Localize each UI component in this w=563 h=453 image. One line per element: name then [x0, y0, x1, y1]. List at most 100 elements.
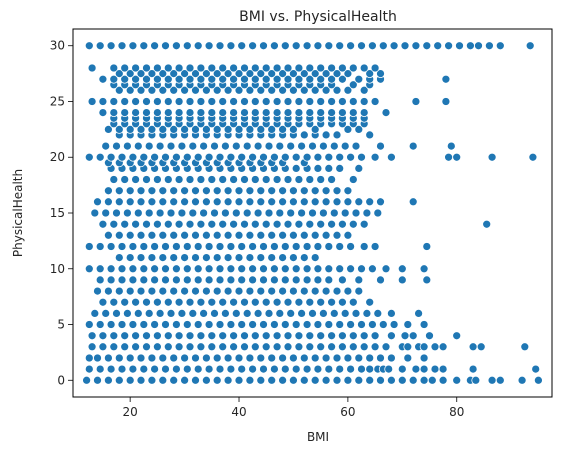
data-point	[212, 286, 222, 296]
data-point	[250, 63, 260, 73]
data-point	[174, 97, 184, 106]
data-point	[180, 353, 189, 363]
data-point	[207, 342, 217, 352]
data-point	[351, 208, 361, 218]
data-point	[256, 69, 266, 78]
data-point	[313, 242, 323, 251]
data-point	[332, 197, 342, 207]
data-point	[305, 97, 315, 106]
data-point	[180, 253, 189, 262]
data-point	[245, 186, 255, 196]
data-point	[174, 108, 184, 117]
data-point	[283, 297, 293, 307]
data-point	[343, 286, 353, 296]
data-point	[425, 331, 434, 341]
data-point	[354, 197, 364, 207]
data-point	[161, 242, 170, 251]
data-point	[313, 264, 323, 274]
data-point	[294, 219, 304, 229]
data-point	[163, 342, 173, 352]
data-point	[104, 230, 113, 240]
data-point	[305, 331, 315, 341]
data-point	[408, 331, 418, 341]
data-point	[280, 264, 290, 274]
data-point	[248, 264, 257, 274]
data-point	[487, 152, 497, 162]
data-point	[348, 342, 358, 352]
data-point	[299, 253, 309, 262]
data-point	[422, 242, 432, 251]
data-point	[95, 275, 105, 285]
data-point	[261, 331, 271, 341]
data-point	[114, 69, 124, 78]
data-point	[218, 74, 228, 84]
data-point	[289, 186, 298, 196]
data-point	[229, 74, 238, 84]
data-point	[204, 41, 214, 51]
data-point	[223, 69, 233, 78]
data-point	[278, 375, 287, 385]
data-point	[261, 297, 271, 307]
data-point	[359, 85, 369, 95]
data-point	[193, 152, 203, 162]
data-point	[161, 364, 170, 374]
data-point	[114, 197, 124, 207]
data-point	[234, 125, 244, 134]
data-point	[169, 253, 179, 262]
data-point	[147, 197, 157, 207]
data-point	[411, 97, 421, 106]
data-point	[166, 208, 176, 218]
data-point	[210, 141, 219, 151]
data-point	[250, 108, 260, 117]
data-point	[84, 264, 94, 274]
data-point	[362, 309, 372, 318]
data-point	[139, 320, 149, 329]
data-point	[365, 130, 375, 140]
data-point	[104, 197, 113, 207]
data-point	[163, 297, 173, 307]
data-point	[128, 320, 138, 329]
data-point	[133, 208, 143, 218]
data-point	[155, 208, 165, 218]
data-point	[280, 242, 290, 251]
data-point	[120, 219, 130, 229]
data-point	[283, 108, 293, 117]
data-point	[289, 375, 298, 385]
data-point	[161, 152, 170, 162]
data-point	[123, 208, 132, 218]
data-point	[250, 74, 260, 84]
data-point	[297, 309, 306, 318]
data-point	[240, 74, 249, 84]
data-point	[468, 364, 478, 374]
data-point	[316, 108, 326, 117]
data-point	[84, 320, 94, 329]
data-point	[245, 125, 255, 134]
data-point	[520, 342, 530, 352]
data-point	[139, 41, 149, 51]
data-point	[193, 320, 203, 329]
data-point	[218, 219, 228, 229]
data-point	[191, 375, 200, 385]
data-point	[125, 375, 135, 385]
data-point	[125, 197, 135, 207]
data-point	[455, 41, 464, 51]
data-point	[335, 164, 345, 173]
data-point	[245, 253, 255, 262]
data-point	[218, 63, 228, 73]
data-point	[294, 331, 304, 341]
data-point	[387, 353, 396, 363]
data-point	[474, 41, 483, 51]
data-point	[310, 197, 320, 207]
data-point	[193, 41, 203, 51]
data-point	[204, 275, 214, 285]
data-point	[291, 41, 301, 51]
data-point	[98, 74, 108, 84]
data-point	[313, 41, 323, 51]
data-point	[218, 297, 228, 307]
data-point	[332, 186, 342, 196]
data-point	[174, 331, 184, 341]
data-point	[144, 309, 154, 318]
data-point	[112, 208, 121, 218]
data-point	[294, 74, 304, 84]
data-point	[231, 208, 241, 218]
